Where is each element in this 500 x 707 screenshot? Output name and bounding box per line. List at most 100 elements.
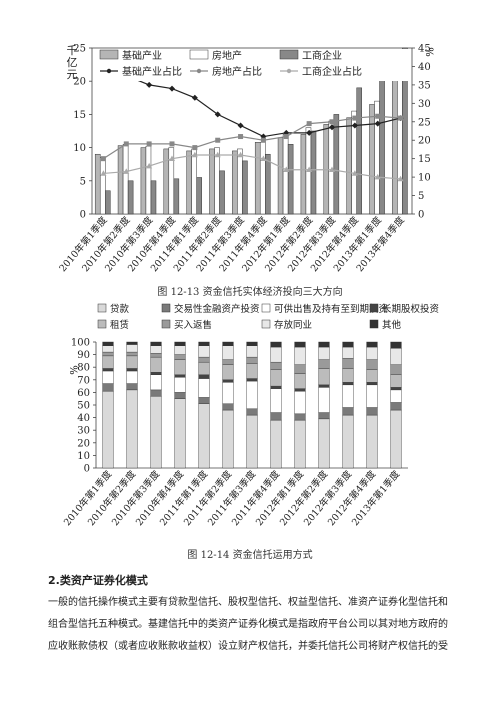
stack-segment: [342, 407, 354, 416]
bar: [310, 130, 317, 215]
figure-caption-12-14: 图 12-14 资金信托运用方式: [187, 550, 313, 561]
stack-segment: [174, 341, 186, 346]
bar: [150, 180, 157, 215]
point: [169, 141, 175, 147]
stack-segment: [102, 345, 114, 353]
stack-segment: [174, 392, 186, 399]
stack-segment: [246, 345, 258, 358]
legend-swatch: [99, 49, 119, 60]
stack-segment: [294, 341, 306, 348]
bar: [328, 120, 335, 215]
stack-segment: [222, 379, 234, 383]
stack-segment: [198, 345, 210, 358]
paragraph-line: 组合型信托五种模式。基建信托中的类资产证券化模式是指政府平台公司以其对地方政府的: [48, 619, 448, 630]
series-line: [103, 115, 401, 160]
bar: [163, 148, 170, 215]
series-line: [103, 154, 401, 180]
legend-swatch: [97, 303, 107, 313]
stack-segment: [342, 346, 354, 359]
y2-tick-label: 25: [418, 117, 431, 128]
legend-label: 基础产业占比: [122, 65, 182, 78]
bar: [333, 114, 340, 215]
stack-segment: [126, 389, 138, 469]
stack-segment: [318, 346, 330, 360]
legend-label: 工商企业占比: [302, 65, 362, 78]
stack-segment: [246, 341, 258, 346]
stack-segment: [366, 384, 378, 408]
legend-label: 贷款: [110, 303, 130, 315]
stack-segment: [102, 341, 114, 346]
stack-segment: [174, 377, 186, 393]
y-tick-label: 50: [77, 401, 90, 412]
legend-swatch: [369, 319, 379, 329]
bar: [369, 104, 375, 215]
y-tick-label: 0: [80, 210, 86, 221]
plot-frame: [91, 47, 413, 215]
point: [260, 155, 267, 161]
stack-segment: [198, 397, 210, 404]
chart-1-svg: 0510152025051015202530354045千亿元%2010年第1季…: [57, 44, 434, 275]
legend-label: 工商企业: [302, 49, 342, 62]
stack-segment: [150, 353, 162, 358]
point: [238, 134, 244, 140]
stack-segment: [246, 380, 258, 409]
legend-marker: [106, 68, 112, 74]
point: [237, 122, 244, 129]
bar: [300, 134, 307, 215]
point: [146, 141, 152, 147]
stack-segment: [222, 345, 234, 360]
legend-label: 房地产: [212, 49, 242, 62]
stack-segment: [390, 341, 402, 349]
y-tick-label: 20: [73, 77, 86, 88]
bar: [356, 87, 362, 215]
y-tick-label: 20: [77, 438, 90, 449]
bar: [287, 144, 294, 215]
stack-segment: [366, 359, 378, 370]
point: [123, 141, 129, 147]
legend-label: 其他: [382, 319, 402, 331]
stack-segment: [126, 383, 138, 391]
stack-segment: [270, 369, 282, 387]
stack-segment: [246, 356, 258, 364]
legend-swatch: [161, 303, 171, 313]
stack-segment: [270, 419, 282, 469]
stack-segment: [318, 368, 330, 386]
bar: [117, 145, 124, 215]
chart-infrastructure-direction: 0 5 10 15 20 25 0 5 10 15 20 25 30 35 40 45 千亿元% 2010年第1季…: [0, 40, 500, 280]
bar: [191, 148, 197, 215]
stack-segment: [150, 372, 162, 375]
point: [398, 115, 404, 121]
point: [306, 166, 313, 173]
bar: [232, 150, 238, 215]
y-tick-label: 90: [77, 350, 90, 361]
point: [351, 122, 358, 129]
bar: [277, 137, 284, 215]
bar: [140, 147, 147, 215]
stack-segment: [246, 414, 258, 469]
point: [374, 173, 381, 180]
point: [100, 170, 107, 176]
stack-segment: [150, 374, 162, 391]
bar: [259, 142, 266, 215]
legend-label: 交易性金融资产投资: [174, 303, 260, 315]
stack-segment: [366, 369, 378, 383]
legend-bg: [93, 49, 411, 81]
y2-tick-label: 40: [418, 62, 431, 73]
legend-label: 买入返售: [174, 319, 212, 331]
body-paragraph: 一般的信托操作模式主要有贷款型信托、股权型信托、权益型信托、准资产证券化型信托和…: [48, 592, 460, 658]
stack-segment: [150, 395, 162, 469]
bar: [173, 178, 180, 215]
point: [260, 137, 266, 143]
point: [329, 124, 335, 131]
point: [375, 113, 381, 119]
point: [397, 175, 404, 182]
stack-segment: [198, 341, 210, 346]
stack-segment: [294, 413, 306, 421]
point: [215, 137, 221, 143]
stack-segment: [198, 403, 210, 469]
legend-label: 存放同业: [274, 319, 312, 331]
section-title: 2.类资产证券化模式: [48, 574, 148, 587]
stack-segment: [342, 368, 354, 383]
stack-segment: [318, 387, 330, 413]
y2-tick-label: 15: [418, 154, 431, 165]
